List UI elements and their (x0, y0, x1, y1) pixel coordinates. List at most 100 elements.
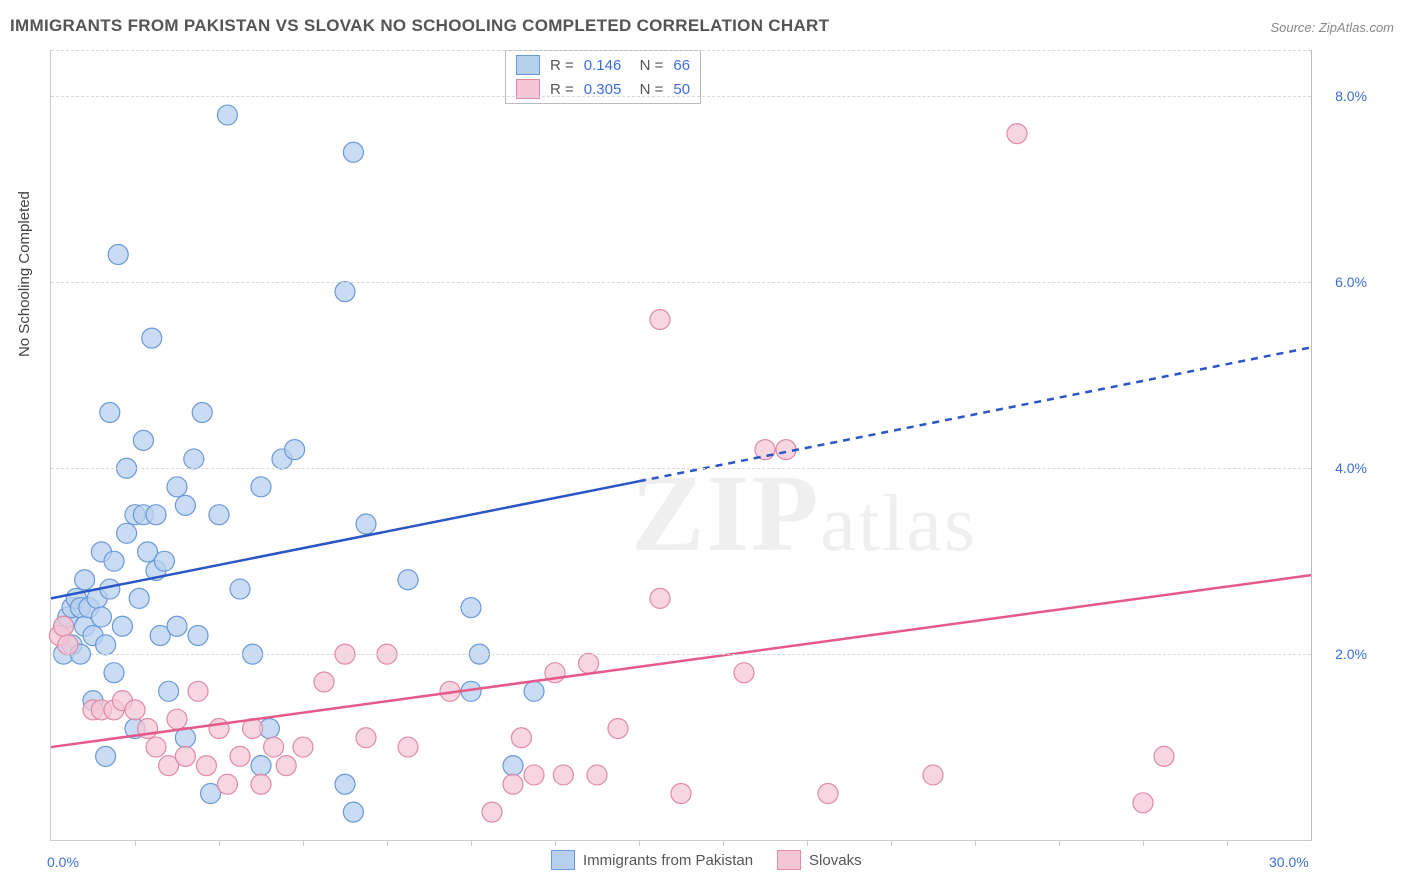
data-point (356, 514, 376, 534)
data-point (96, 635, 116, 655)
data-point (650, 588, 670, 608)
data-point (142, 328, 162, 348)
data-point (511, 728, 531, 748)
regression-line (51, 481, 639, 598)
x-tick (555, 840, 556, 846)
legend-series-label: Immigrants from Pakistan (583, 852, 753, 869)
legend-series-label: Slovaks (809, 852, 862, 869)
data-point (293, 737, 313, 757)
data-point (188, 681, 208, 701)
data-point (251, 774, 271, 794)
x-tick (891, 840, 892, 846)
y-tick-label: 8.0% (1335, 88, 1367, 104)
data-point (335, 774, 355, 794)
y-tick-label: 6.0% (1335, 274, 1367, 290)
data-point (117, 523, 137, 543)
data-point (671, 784, 691, 804)
gridline (51, 96, 1311, 97)
data-point (108, 244, 128, 264)
data-point (192, 402, 212, 422)
x-tick-label: 30.0% (1269, 854, 1309, 870)
data-point (343, 802, 363, 822)
x-tick (1227, 840, 1228, 846)
data-point (96, 746, 116, 766)
x-tick (135, 840, 136, 846)
legend-swatch-blue (551, 850, 575, 870)
y-tick-label: 2.0% (1335, 646, 1367, 662)
data-point (209, 718, 229, 738)
data-point (54, 616, 74, 636)
plot-area: ZIPatlas R = 0.146 N = 66 R = 0.305 N = … (50, 50, 1312, 841)
data-point (524, 681, 544, 701)
regression-line (51, 575, 1311, 747)
data-point (398, 737, 418, 757)
data-point (343, 142, 363, 162)
source-attribution: Source: ZipAtlas.com (1270, 20, 1394, 35)
legend-series: Immigrants from Pakistan Slovaks (551, 850, 862, 870)
x-tick (639, 840, 640, 846)
gridline (51, 50, 1311, 51)
data-point (251, 756, 271, 776)
data-point (175, 746, 195, 766)
data-point (100, 402, 120, 422)
data-point (579, 653, 599, 673)
regression-line-extrapolated (639, 347, 1311, 481)
data-point (230, 746, 250, 766)
data-point (524, 765, 544, 785)
data-point (1154, 746, 1174, 766)
data-point (104, 551, 124, 571)
data-point (58, 635, 78, 655)
x-tick-label: 0.0% (47, 854, 79, 870)
data-point (230, 579, 250, 599)
data-point (1007, 124, 1027, 144)
data-point (209, 505, 229, 525)
x-tick (387, 840, 388, 846)
data-point (356, 728, 376, 748)
x-tick (807, 840, 808, 846)
data-point (146, 505, 166, 525)
x-tick (471, 840, 472, 846)
data-point (503, 756, 523, 776)
x-tick (975, 840, 976, 846)
legend-swatch-pink (777, 850, 801, 870)
data-point (461, 598, 481, 618)
data-point (188, 626, 208, 646)
legend-item: Immigrants from Pakistan (551, 850, 753, 870)
y-tick-label: 4.0% (1335, 460, 1367, 476)
data-point (608, 718, 628, 738)
x-tick (723, 840, 724, 846)
data-point (159, 681, 179, 701)
data-point (335, 282, 355, 302)
data-point (146, 737, 166, 757)
data-point (196, 756, 216, 776)
gridline (51, 282, 1311, 283)
data-point (184, 449, 204, 469)
data-point (734, 663, 754, 683)
data-point (154, 551, 174, 571)
data-point (104, 663, 124, 683)
data-point (125, 700, 145, 720)
data-point (923, 765, 943, 785)
data-point (167, 616, 187, 636)
data-point (129, 588, 149, 608)
x-tick (1143, 840, 1144, 846)
gridline (51, 468, 1311, 469)
data-point (1133, 793, 1153, 813)
data-point (112, 616, 132, 636)
data-point (264, 737, 284, 757)
x-tick (303, 840, 304, 846)
chart-svg (51, 50, 1311, 840)
data-point (75, 570, 95, 590)
y-axis-label: No Schooling Completed (16, 191, 33, 357)
data-point (133, 430, 153, 450)
legend-item: Slovaks (777, 850, 862, 870)
data-point (553, 765, 573, 785)
gridline (51, 654, 1311, 655)
data-point (175, 495, 195, 515)
x-tick (1059, 840, 1060, 846)
data-point (217, 105, 237, 125)
data-point (251, 477, 271, 497)
data-point (587, 765, 607, 785)
data-point (91, 607, 111, 627)
data-point (398, 570, 418, 590)
